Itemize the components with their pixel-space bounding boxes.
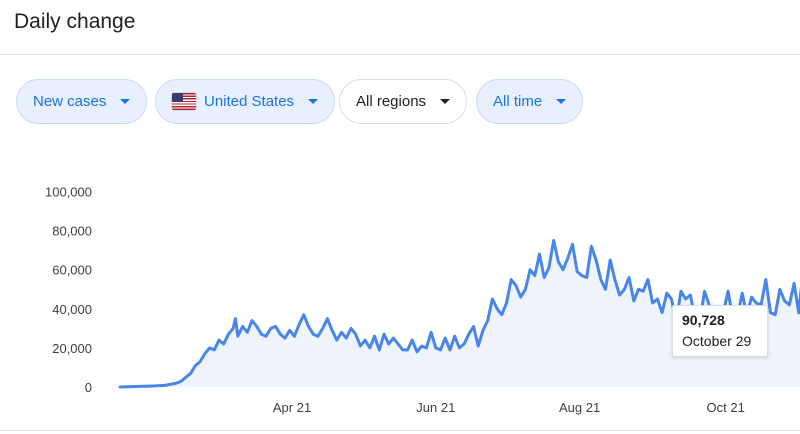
x-tick-label: Oct 21 — [707, 400, 745, 415]
footer-divider — [0, 430, 800, 431]
page-title: Daily change — [14, 10, 136, 33]
range-filter-chip[interactable]: All time — [476, 79, 584, 124]
y-tick-label: 80,000 — [52, 224, 92, 239]
region-dropdown-icon — [440, 99, 451, 104]
y-tick-label: 40,000 — [52, 302, 92, 317]
metric-filter-chip[interactable]: New cases — [16, 79, 148, 124]
daily-change-chart[interactable]: 0 20,000 40,000 60,000 80,000 100,000 Apr 21 Ju… — [0, 140, 800, 430]
us-flag-icon — [172, 93, 196, 110]
x-tick-label: Jun 21 — [416, 400, 455, 415]
header-divider — [0, 54, 800, 55]
tooltip-value: 90,728 — [682, 312, 725, 328]
y-tick-label: 0 — [85, 380, 92, 395]
series-area-fill — [120, 240, 800, 387]
country-filter-chip[interactable]: United States — [155, 79, 336, 124]
metric-filter-label: New cases — [33, 93, 107, 110]
series-line — [118, 238, 800, 389]
range-dropdown-icon — [556, 99, 567, 104]
x-tick-label: Aug 21 — [559, 400, 600, 415]
y-tick-label: 20,000 — [52, 341, 92, 356]
country-dropdown-icon — [308, 99, 319, 104]
y-tick-label: 60,000 — [52, 263, 92, 278]
metric-dropdown-icon — [120, 99, 131, 104]
x-tick-label: Apr 21 — [273, 400, 311, 415]
country-filter-label: United States — [204, 93, 295, 110]
region-filter-chip[interactable]: All regions — [339, 79, 468, 124]
range-filter-label: All time — [493, 93, 543, 110]
y-tick-label: 100,000 — [45, 185, 92, 200]
chart-tooltip: 90,728 October 29 — [672, 305, 768, 357]
tooltip-date: October 29 — [682, 333, 752, 349]
region-filter-label: All regions — [356, 93, 427, 110]
